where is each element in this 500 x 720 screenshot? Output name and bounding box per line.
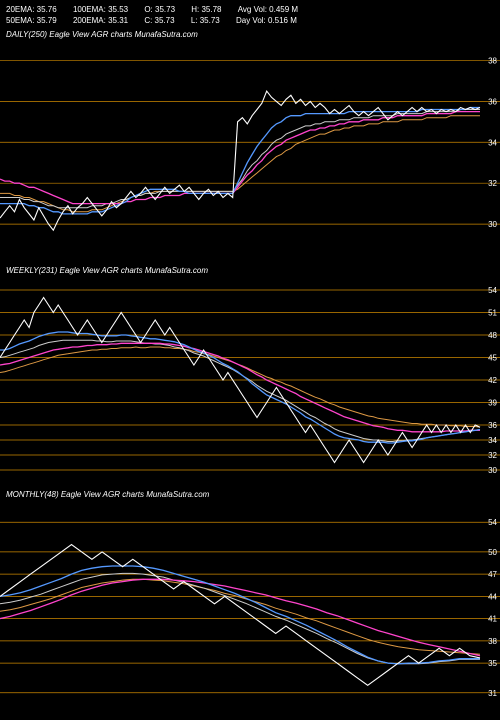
dayvol: Day Vol: 0.516 M — [236, 15, 297, 26]
svg-text:38: 38 — [488, 637, 497, 646]
high: H: 35.78 — [191, 4, 221, 15]
weekly-label: WEEKLY(231) Eagle View AGR charts Munafa… — [6, 266, 208, 275]
daily-label: DAILY(250) Eagle View AGR charts MunafaS… — [6, 30, 198, 39]
svg-text:36: 36 — [488, 421, 497, 430]
header-stats: 20EMA: 35.76 100EMA: 35.53 O: 35.73 H: 3… — [6, 4, 312, 26]
svg-text:54: 54 — [488, 518, 497, 527]
svg-text:30: 30 — [488, 466, 497, 475]
svg-text:34: 34 — [488, 138, 497, 147]
svg-text:30: 30 — [488, 220, 497, 229]
svg-text:34: 34 — [488, 436, 497, 445]
svg-text:45: 45 — [488, 354, 497, 363]
header-row-2: 50EMA: 35.79 200EMA: 35.31 C: 35.73 L: 3… — [6, 15, 312, 26]
svg-text:32: 32 — [488, 451, 497, 460]
svg-text:51: 51 — [488, 309, 497, 318]
monthly-chart: 31 35 38 41 44 47 50 54 — [0, 500, 500, 715]
svg-text:50: 50 — [488, 548, 497, 557]
close: C: 35.73 — [144, 15, 174, 26]
ema50: 50EMA: 35.79 — [6, 15, 57, 26]
avgvol: Avg Vol: 0.459 M — [238, 4, 298, 15]
ema20: 20EMA: 35.76 — [6, 4, 57, 15]
svg-text:36: 36 — [488, 97, 497, 106]
svg-text:44: 44 — [488, 592, 497, 601]
ema200: 200EMA: 35.31 — [73, 15, 128, 26]
weekly-chart: 30 32 34 36 39 42 45 48 51 54 — [0, 275, 500, 485]
ema100: 100EMA: 35.53 — [73, 4, 128, 15]
svg-text:42: 42 — [488, 376, 497, 385]
monthly-label: MONTHLY(48) Eagle View AGR charts Munafa… — [6, 490, 209, 499]
open: O: 35.73 — [144, 4, 175, 15]
svg-text:47: 47 — [488, 570, 497, 579]
svg-text:39: 39 — [488, 399, 497, 408]
header-row-1: 20EMA: 35.76 100EMA: 35.53 O: 35.73 H: 3… — [6, 4, 312, 15]
svg-text:54: 54 — [488, 286, 497, 295]
svg-text:41: 41 — [488, 615, 497, 624]
svg-text:32: 32 — [488, 179, 497, 188]
svg-text:48: 48 — [488, 331, 497, 340]
svg-text:35: 35 — [488, 659, 497, 668]
low: L: 35.73 — [191, 15, 220, 26]
svg-text:31: 31 — [488, 689, 497, 698]
daily-chart: 30 32 34 36 38 — [0, 40, 500, 265]
svg-text:38: 38 — [488, 56, 497, 65]
